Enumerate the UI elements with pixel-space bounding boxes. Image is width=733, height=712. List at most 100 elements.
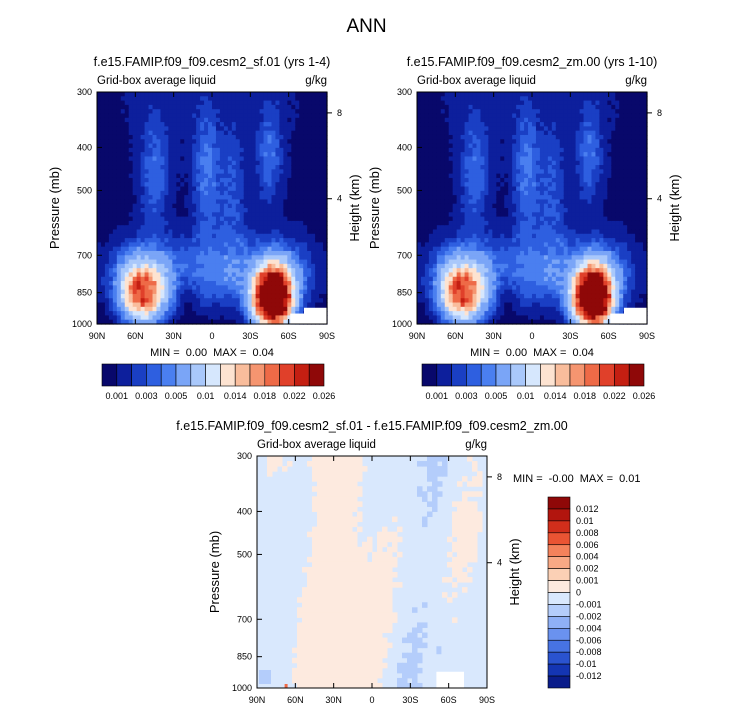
contour-cell [532, 139, 537, 145]
contour-cell [432, 92, 438, 97]
contour-cell [311, 259, 316, 265]
contour-cell [307, 173, 312, 179]
contour-cell [196, 208, 201, 213]
contour-cell [275, 298, 281, 304]
contour-cell [500, 143, 505, 149]
contour-cell [235, 182, 241, 188]
contour-cell [315, 203, 320, 209]
contour-cell [172, 281, 177, 286]
contour-cell [267, 293, 273, 299]
contour-cell [267, 250, 273, 256]
contour-cell [271, 177, 277, 183]
contour-cell [108, 311, 114, 317]
contour-cell [180, 190, 185, 196]
contour-cell [532, 190, 537, 196]
contour-cell [184, 165, 189, 170]
contour-cell [428, 246, 434, 252]
contour-cell [148, 238, 154, 243]
contour-cell [196, 177, 201, 183]
contour-cell [251, 126, 257, 132]
contour-cell [303, 122, 308, 127]
contour-cell [180, 289, 185, 295]
contour-cell [136, 156, 142, 162]
contour-cell [303, 203, 308, 209]
contour-cell [468, 250, 474, 256]
contour-cell [148, 139, 154, 145]
contour-cell [528, 92, 533, 97]
contour-cell [516, 122, 521, 127]
contour-cell [259, 177, 265, 183]
contour-cell [528, 238, 533, 243]
contour-cell [212, 109, 217, 115]
contour-cell [323, 139, 328, 145]
contour-cell [291, 276, 296, 282]
contour-cell [424, 263, 430, 269]
contour-cell [448, 268, 454, 274]
contour-cell [215, 177, 221, 183]
contour-cell [516, 113, 521, 119]
contour-cell [287, 173, 292, 179]
contour-cell [239, 190, 245, 196]
contour-cell [460, 276, 466, 282]
contour-cell [255, 306, 261, 312]
contour-cell [108, 100, 114, 106]
contour-cell [251, 255, 257, 261]
contour-cell [132, 225, 138, 231]
contour-cell [168, 130, 173, 136]
contour-cell [295, 268, 300, 274]
contour-cell [539, 173, 545, 179]
contour-cell [504, 272, 509, 278]
contour-cell [291, 96, 296, 102]
contour-cell [271, 104, 277, 110]
contour-cell [263, 195, 269, 201]
contour-cell [97, 250, 102, 256]
contour-cell [239, 156, 245, 162]
contour-cell [283, 293, 288, 299]
contour-cell [271, 199, 277, 205]
contour-cell [144, 177, 150, 183]
contour-cell [444, 126, 450, 132]
contour-cell [267, 212, 273, 218]
contour-cell [504, 126, 509, 132]
contour-cell [311, 250, 316, 256]
contour-cell [420, 306, 426, 312]
contour-cell [188, 311, 193, 317]
contour-cell [160, 113, 166, 119]
contour-cell [428, 208, 434, 213]
contour-cell [156, 315, 162, 321]
contour-cell [496, 113, 501, 119]
contour-cell [275, 272, 281, 278]
contour-cell [307, 199, 312, 205]
contour-cell [180, 259, 185, 265]
contour-cell [535, 315, 541, 321]
contour-cell [148, 268, 154, 274]
contour-cell [196, 92, 201, 97]
contour-cell [417, 276, 422, 282]
contour-cell [247, 285, 253, 291]
contour-cell [319, 220, 324, 226]
x-tick-label: 90N [89, 331, 106, 341]
contour-cell [472, 182, 478, 188]
contour-cell [311, 199, 316, 205]
contour-cell [444, 104, 450, 110]
contour-cell [108, 298, 114, 304]
contour-cell [255, 302, 261, 308]
contour-cell [208, 199, 213, 205]
contour-cell [100, 272, 106, 278]
contour-cell [271, 139, 277, 145]
contour-cell [512, 263, 517, 269]
contour-cell [295, 117, 300, 123]
contour-cell [323, 109, 328, 115]
contour-cell [420, 216, 426, 222]
contour-cell [259, 130, 265, 136]
contour-cell [223, 298, 229, 304]
contour-cell [432, 173, 438, 179]
contour-cell [235, 208, 241, 213]
contour-cell [460, 272, 466, 278]
contour-cell [496, 122, 501, 127]
contour-cell [200, 255, 205, 261]
contour-cell [311, 134, 316, 140]
contour-cell [287, 100, 292, 106]
contour-cell [275, 293, 281, 299]
contour-cell [148, 302, 154, 308]
